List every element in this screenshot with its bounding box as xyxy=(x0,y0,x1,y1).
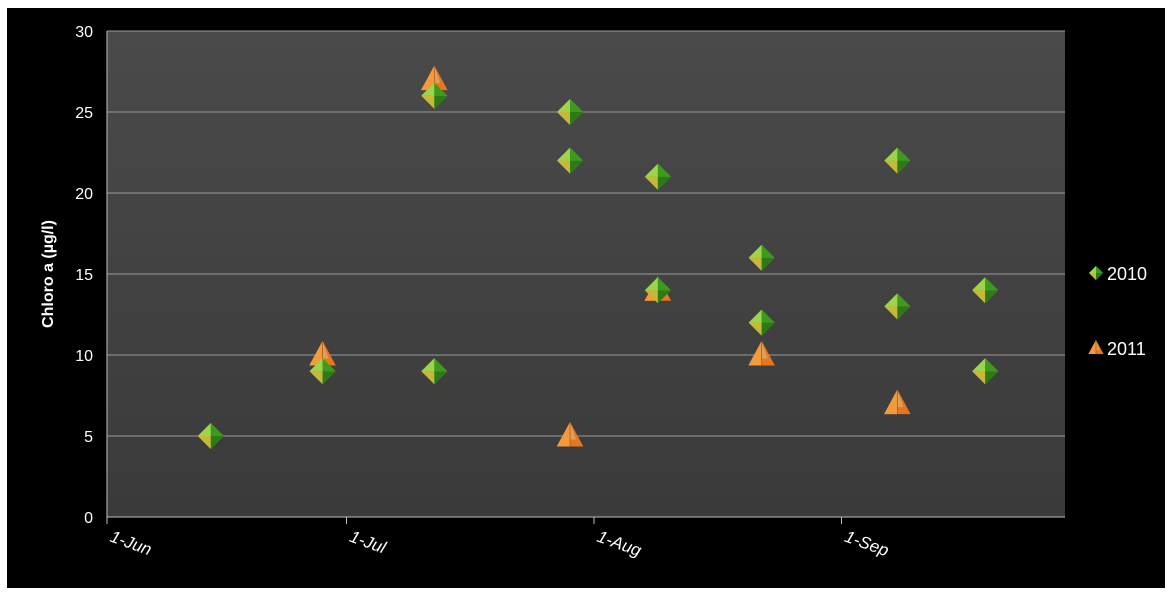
point-2010 xyxy=(644,277,671,304)
y-tick-label: 20 xyxy=(75,186,93,203)
axis-layer xyxy=(106,31,1065,524)
point-2010 xyxy=(884,147,911,174)
point-2011 xyxy=(884,389,911,415)
point-2010 xyxy=(644,163,671,190)
y-tick-labels: 0 5 10 15 20 25 30 xyxy=(75,24,93,527)
y-tick-label: 30 xyxy=(75,24,93,41)
legend-label-2010: 2010 xyxy=(1107,264,1147,284)
point-2011 xyxy=(748,341,775,366)
y-axis-label: Chloro a (µg/l) xyxy=(40,220,57,328)
point-2010 xyxy=(748,309,775,336)
chart-svg: 0 5 10 15 20 25 30 1-Jun 1-Jul 1-Aug 1-Sep Chloro… xyxy=(40,24,1147,561)
points-layer xyxy=(197,65,999,449)
point-2010 xyxy=(309,358,336,385)
y-tick-label: 0 xyxy=(84,510,93,527)
x-tick-label: 1-Jun xyxy=(108,527,154,559)
y-tick-label: 10 xyxy=(75,348,93,365)
point-2010 xyxy=(972,277,999,304)
point-2010 xyxy=(557,99,584,125)
legend-label-2011: 2011 xyxy=(1107,339,1146,359)
x-tick-labels: 1-Jun 1-Jul 1-Aug 1-Sep xyxy=(108,527,892,561)
point-2010 xyxy=(884,293,911,320)
legend-marker-2010 xyxy=(1089,266,1103,280)
y-tick-label: 15 xyxy=(75,267,93,284)
point-2010 xyxy=(557,147,584,174)
point-2010 xyxy=(197,423,224,449)
legend-marker-2011 xyxy=(1088,340,1104,354)
y-tick-label: 5 xyxy=(84,429,93,446)
grid-layer xyxy=(107,30,1065,437)
point-2010 xyxy=(748,244,775,271)
point-2010 xyxy=(972,358,999,385)
chart-frame: 0 5 10 15 20 25 30 1-Jun 1-Jul 1-Aug 1-Sep Chloro… xyxy=(7,8,1165,588)
point-2011 xyxy=(309,341,336,366)
x-tick-label: 1-Aug xyxy=(595,527,645,561)
y-tick-label: 25 xyxy=(75,105,93,122)
point-2011 xyxy=(556,422,584,447)
legend: 2010 2011 xyxy=(1088,264,1147,359)
point-2010 xyxy=(421,358,448,385)
point-2010 xyxy=(421,82,448,109)
point-2011 xyxy=(421,65,448,91)
x-tick-label: 1-Sep xyxy=(842,527,891,560)
x-tick-label: 1-Jul xyxy=(347,527,389,558)
